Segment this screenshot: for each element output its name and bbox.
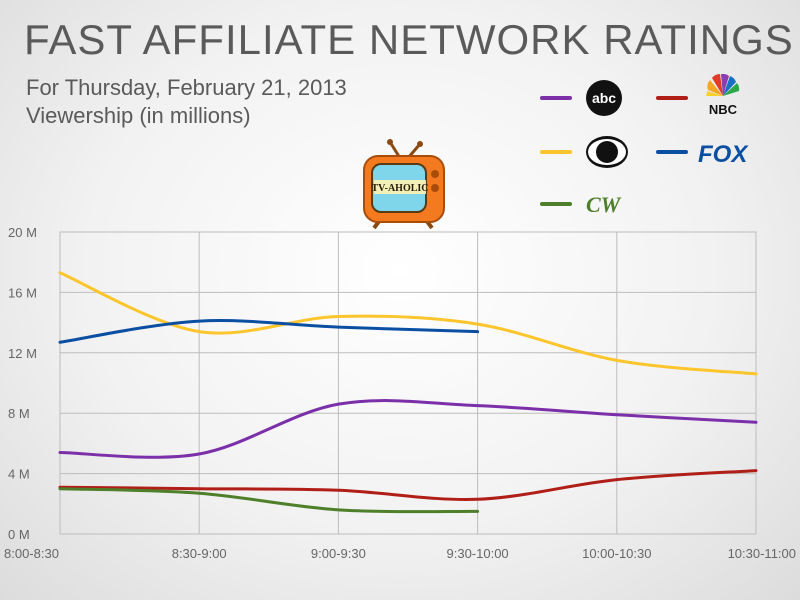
x-tick-label: 9:00-9:30 — [311, 546, 366, 561]
subtitle-units: Viewership (in millions) — [26, 103, 251, 128]
tv-label: TV-AHOLIC — [371, 183, 428, 194]
subtitle-date: For Thursday, February 21, 2013 — [26, 75, 347, 100]
x-tick-label: 10:00-10:30 — [582, 546, 651, 561]
y-tick-label: 20 M — [8, 225, 37, 240]
series-line-fox — [58, 319, 480, 344]
series-line-nbc — [58, 469, 758, 501]
y-tick-label: 0 M — [8, 527, 30, 542]
tv-icon: TV-AHOLIC — [363, 139, 445, 230]
y-tick-label: 4 M — [8, 467, 30, 482]
page-title: FAST AFFILIATE NETWORK RATINGS — [24, 16, 794, 63]
subtitle: For Thursday, February 21, 2013 Viewersh… — [26, 74, 347, 130]
x-tick-label: 8:30-9:00 — [172, 546, 227, 561]
series-line-cbs — [58, 271, 758, 376]
y-tick-label: 12 M — [8, 346, 37, 361]
y-tick-label: 16 M — [8, 285, 37, 300]
y-tick-label: 8 M — [8, 406, 30, 421]
x-tick-label: 9:30-10:00 — [447, 546, 509, 561]
x-tick-label: 8:00-8:30 — [4, 546, 59, 561]
x-tick-label: 10:30-11:00 — [728, 546, 796, 561]
series-line-cw — [58, 487, 480, 514]
series-line-abc — [58, 399, 758, 459]
